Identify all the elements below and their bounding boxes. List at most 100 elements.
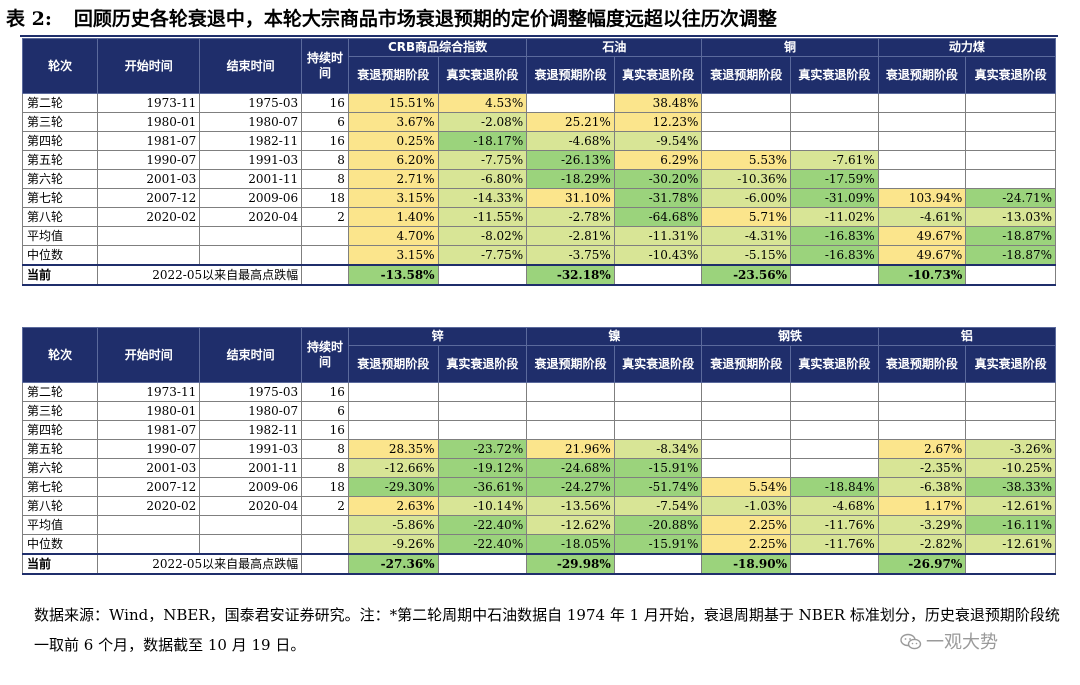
row-start: 1990-07 — [97, 439, 201, 459]
row-round: 平均值 — [21, 226, 99, 246]
value-pre — [526, 420, 615, 440]
row-end: 1991-03 — [199, 150, 303, 170]
row-start: 1980-01 — [97, 401, 201, 421]
value-pre: -10.36% — [701, 169, 792, 189]
value-pre — [526, 401, 615, 421]
current-empty — [790, 264, 879, 286]
value-pre: -2.81% — [526, 226, 615, 246]
current-drawdown: -29.98% — [526, 553, 615, 575]
table-2: 轮次 开始时间 结束时间 持续时间 锌 镍 钢铁 铝 衰退预期阶段 真实衰退阶段… — [21, 327, 1057, 575]
header-end: 结束时间 — [199, 38, 303, 94]
subheader-pre: 衰退预期阶段 — [701, 345, 792, 383]
table-body: 第二轮 1973-11 1975-03 16 15.51% 4.53% 38.48% 第三轮 1… — [21, 93, 1056, 286]
value-real: -64.68% — [613, 207, 703, 227]
value-pre — [877, 169, 967, 189]
row-duration — [301, 264, 349, 286]
value-pre: -13.56% — [526, 496, 615, 516]
value-real — [965, 131, 1056, 151]
table-row: 第二轮 1973-11 1975-03 16 — [21, 382, 1056, 402]
value-real: -11.55% — [437, 207, 528, 227]
value-pre: 49.67% — [877, 226, 967, 246]
value-pre — [877, 420, 967, 440]
row-start: 2020-02 — [97, 207, 201, 227]
value-real — [965, 382, 1056, 402]
value-pre: 25.21% — [526, 112, 615, 132]
value-real: -12.61% — [965, 496, 1056, 516]
row-duration: 16 — [301, 131, 349, 151]
row-round: 第二轮 — [21, 93, 99, 113]
value-real: -7.54% — [613, 496, 703, 516]
row-duration: 16 — [301, 420, 349, 440]
value-real: -8.34% — [613, 439, 703, 459]
table-row: 第八轮 2020-02 2020-04 2 1.40% -11.55% -2.78% -64.… — [21, 207, 1056, 227]
value-real: -11.76% — [790, 515, 879, 535]
row-start: 1973-11 — [97, 382, 201, 402]
value-pre: 103.94% — [877, 188, 967, 208]
value-real: -11.31% — [613, 226, 703, 246]
row-end: 1975-03 — [199, 93, 303, 113]
value-real: -15.91% — [613, 534, 703, 555]
value-pre: 49.67% — [877, 245, 967, 266]
table-row: 第七轮 2007-12 2009-06 18 3.15% -14.33% 31.10% -31… — [21, 188, 1056, 208]
value-pre: 0.25% — [347, 131, 439, 151]
row-round: 第六轮 — [21, 169, 99, 189]
subheader-pre: 衰退预期阶段 — [347, 56, 439, 94]
row-end: 1991-03 — [199, 439, 303, 459]
row-end: 1982-11 — [199, 131, 303, 151]
value-pre: 15.51% — [347, 93, 439, 113]
value-pre: -4.61% — [877, 207, 967, 227]
table-row: 第七轮 2007-12 2009-06 18 -29.30% -36.61% -24.27%… — [21, 477, 1056, 497]
value-pre: -3.29% — [877, 515, 967, 535]
value-real: -16.11% — [965, 515, 1056, 535]
row-end: 2001-11 — [199, 458, 303, 478]
table-row: 第三轮 1980-01 1980-07 6 — [21, 401, 1056, 421]
row-duration — [301, 515, 349, 535]
row-round: 第四轮 — [21, 420, 99, 440]
row-round: 中位数 — [21, 245, 99, 266]
row-start: 2001-03 — [97, 458, 201, 478]
value-real: 6.29% — [613, 150, 703, 170]
row-duration — [301, 534, 349, 555]
current-description: 2022-05以来自最高点跌幅 — [97, 553, 303, 575]
value-pre: 21.96% — [526, 439, 615, 459]
table-row: 第四轮 1981-07 1982-11 16 0.25% -18.17% -4.68% -9.… — [21, 131, 1056, 151]
value-real — [437, 420, 528, 440]
value-pre: -2.35% — [877, 458, 967, 478]
header-round: 轮次 — [21, 38, 99, 94]
row-start: 1980-01 — [97, 112, 201, 132]
subheader-pre: 衰退预期阶段 — [877, 345, 967, 383]
row-start: 2001-03 — [97, 169, 201, 189]
row-end: 2009-06 — [199, 188, 303, 208]
row-end — [199, 534, 303, 555]
value-pre — [701, 458, 792, 478]
value-pre: 5.71% — [701, 207, 792, 227]
row-round: 第六轮 — [21, 458, 99, 478]
value-pre: -9.26% — [347, 534, 439, 555]
value-pre — [347, 420, 439, 440]
group-header: 动力煤 — [877, 38, 1057, 57]
value-pre: -6.38% — [877, 477, 967, 497]
wechat-icon — [900, 633, 922, 650]
current-empty — [613, 264, 703, 286]
value-real: -8.02% — [437, 226, 528, 246]
row-start: 1973-11 — [97, 93, 201, 113]
row-duration: 16 — [301, 382, 349, 402]
group-header: 铝 — [877, 327, 1057, 346]
row-end — [199, 245, 303, 266]
group-header: 镍 — [526, 327, 703, 346]
header-start: 开始时间 — [97, 327, 201, 383]
table-number: 表 2: — [6, 8, 52, 30]
row-round: 第四轮 — [21, 131, 99, 151]
value-pre: -5.15% — [701, 245, 792, 266]
value-pre: 1.17% — [877, 496, 967, 516]
value-real — [790, 439, 879, 459]
subheader-pre: 衰退预期阶段 — [526, 56, 615, 94]
value-real: -7.75% — [437, 245, 528, 266]
current-empty — [790, 553, 879, 575]
row-start: 1981-07 — [97, 131, 201, 151]
row-round: 第三轮 — [21, 112, 99, 132]
value-real — [965, 169, 1056, 189]
row-end: 2009-06 — [199, 477, 303, 497]
value-pre — [347, 401, 439, 421]
current-empty — [437, 264, 528, 286]
